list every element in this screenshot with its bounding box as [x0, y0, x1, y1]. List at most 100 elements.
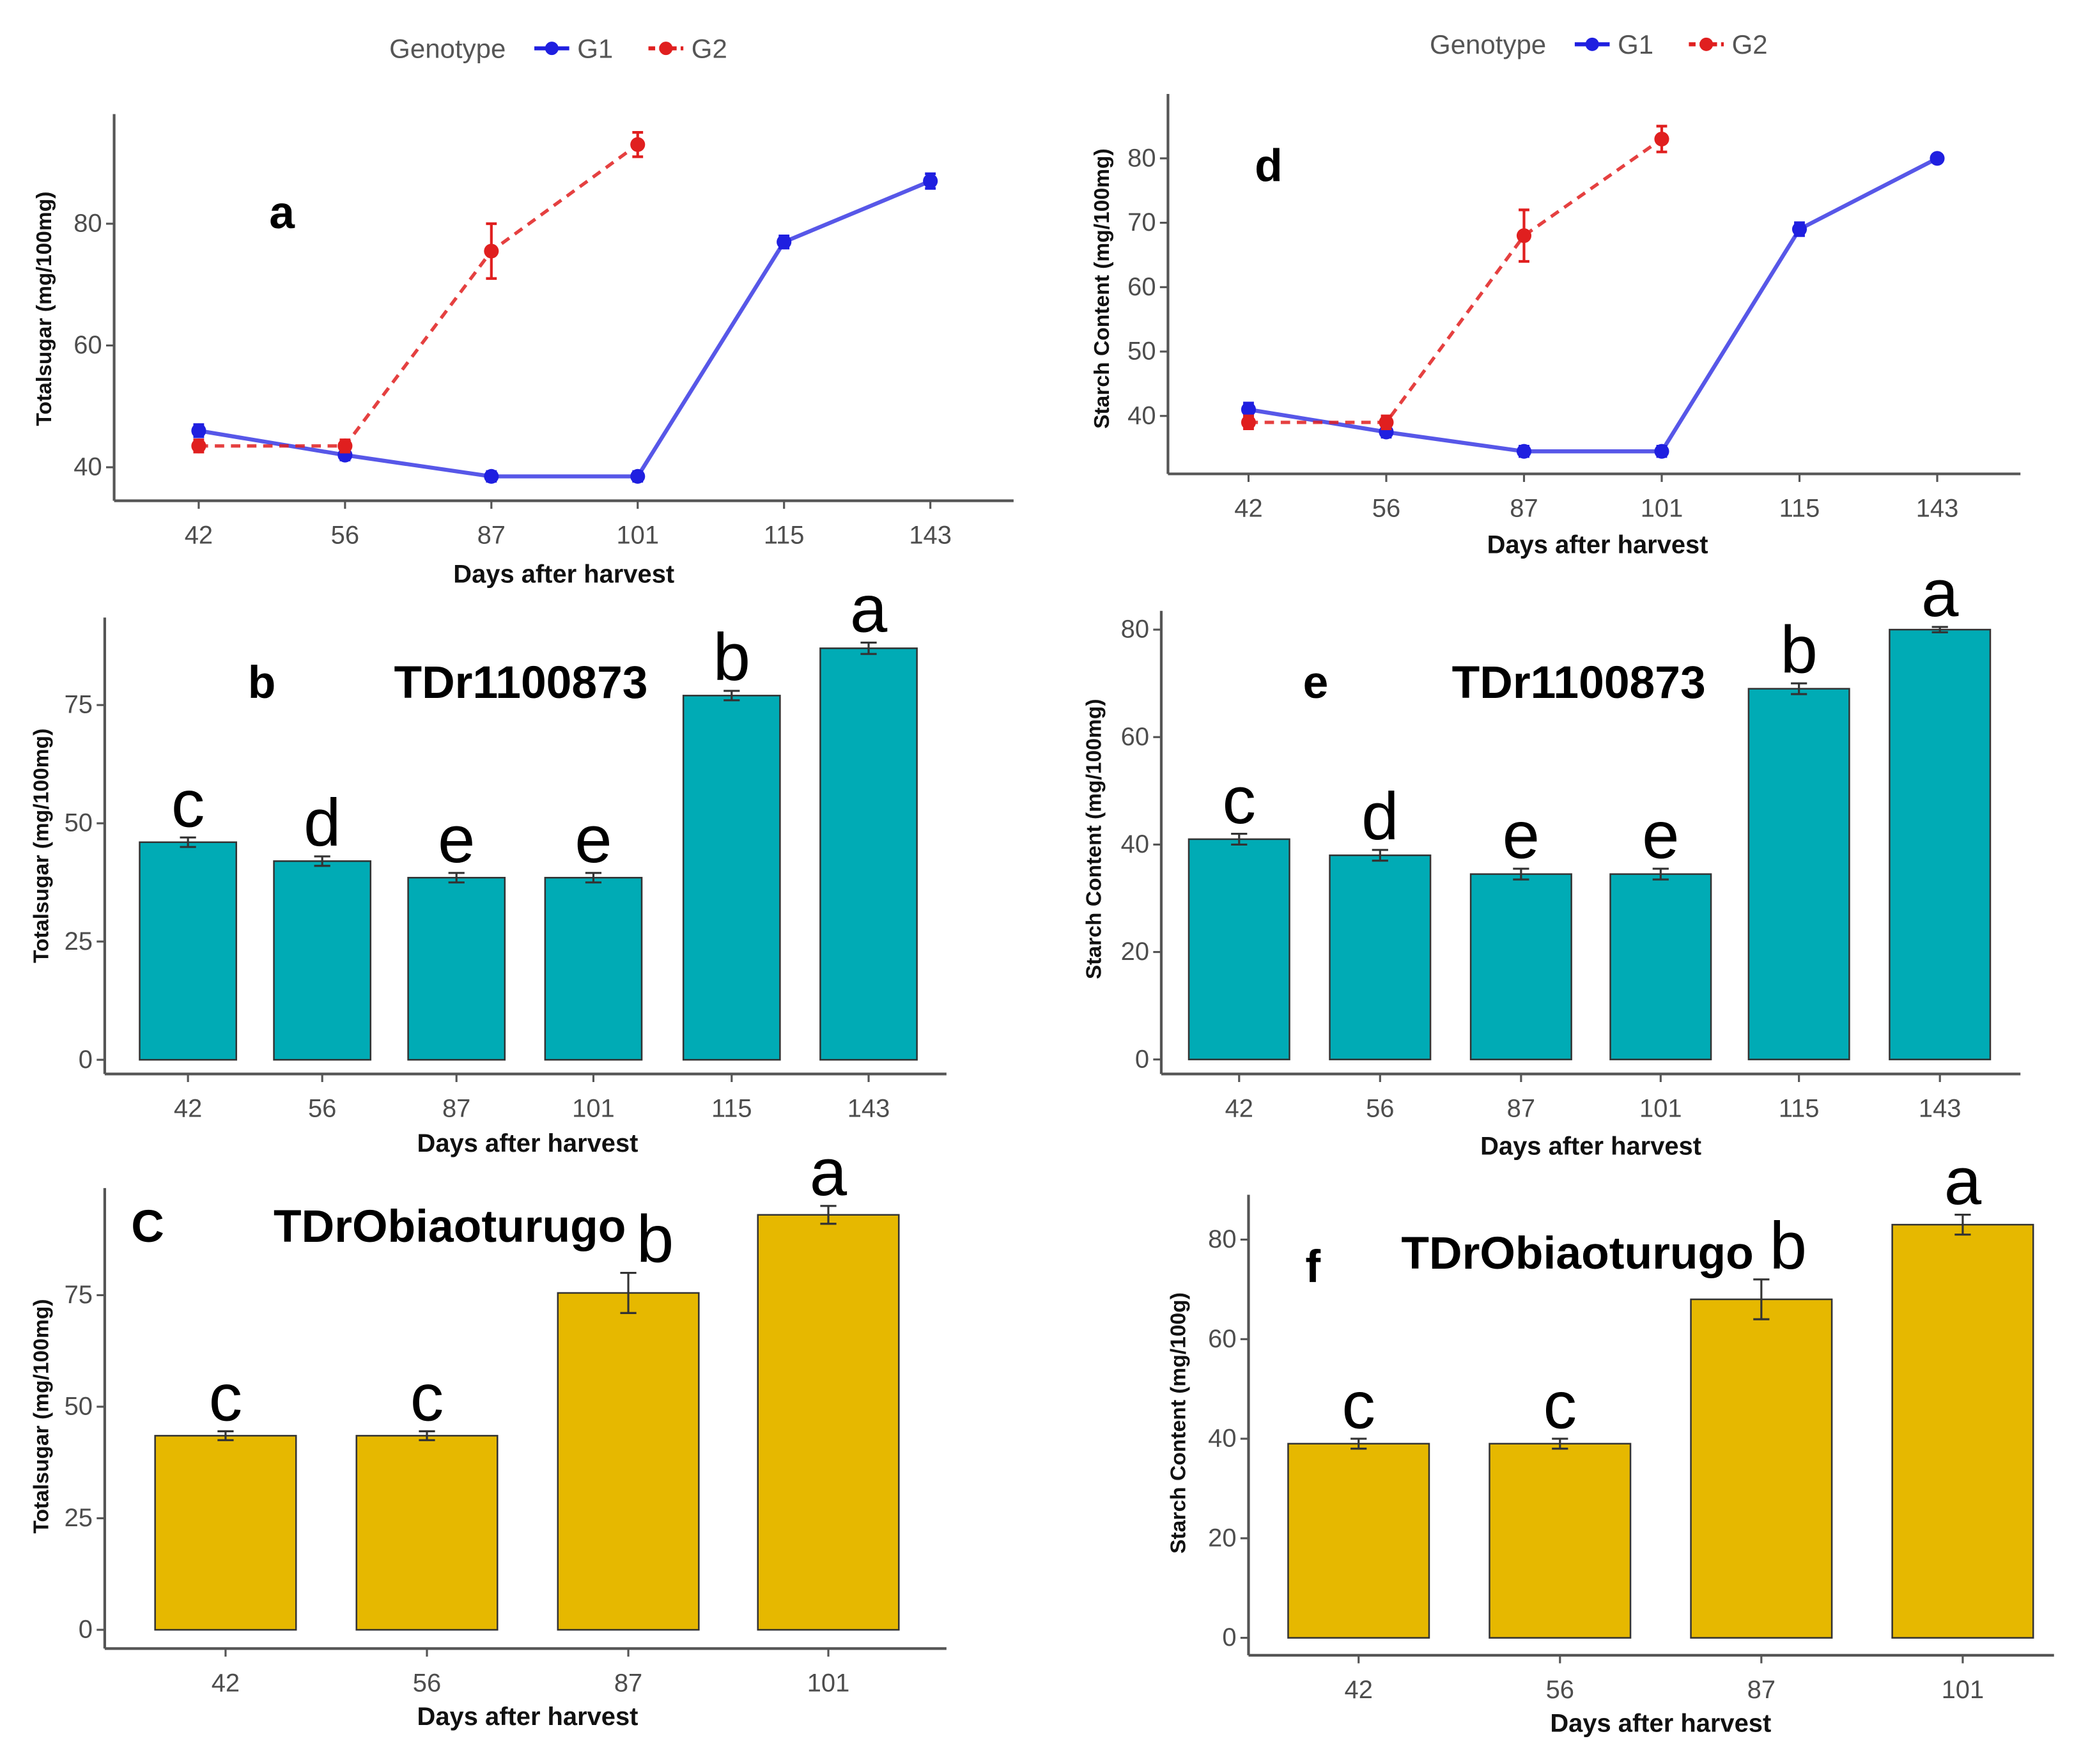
x-axis-title: Days after harvest	[417, 1703, 638, 1731]
panel-title: TDr1100873	[1452, 657, 1706, 708]
data-point-G2	[484, 244, 499, 259]
data-point-G2	[1516, 228, 1532, 244]
legend-label: G2	[1732, 29, 1768, 59]
x-tick-label: 101	[1942, 1676, 1985, 1704]
x-tick-label: 115	[1779, 495, 1820, 523]
panel-label: a	[269, 187, 295, 238]
bar	[1287, 1443, 1430, 1639]
y-tick-label: 0	[79, 1046, 93, 1074]
panel-title: TDrObiaoturugo	[1401, 1228, 1753, 1279]
significance-letter: e	[575, 802, 612, 877]
significance-letter: e	[1642, 798, 1679, 872]
y-tick-label: 75	[65, 691, 93, 719]
x-tick-label: 42	[1225, 1095, 1253, 1123]
y-tick-label: 60	[74, 331, 102, 359]
x-tick-label: 87	[477, 522, 506, 550]
data-point-G2	[337, 438, 353, 454]
x-tick-label: 42	[185, 522, 213, 550]
significance-letter: c	[1544, 1368, 1577, 1443]
y-tick-label: 25	[65, 927, 93, 956]
x-tick-label: 101	[1639, 1095, 1682, 1123]
y-tick-label: 60	[1208, 1325, 1236, 1353]
significance-letter: b	[1780, 612, 1817, 687]
x-tick-label: 101	[616, 522, 659, 550]
panel-title: TDrObiaoturugo	[274, 1201, 626, 1252]
panel-f: 0 20 40 60 80 42 56 87 101 Days after harvest Star…	[1167, 1144, 2054, 1738]
y-tick-label: 40	[1208, 1425, 1236, 1453]
x-tick-label: 56	[331, 522, 359, 550]
x-axis-title: Days after harvest	[453, 561, 674, 589]
y-tick-label: 0	[1135, 1045, 1149, 1073]
data-point-G1	[484, 468, 499, 484]
significance-letter: b	[713, 620, 750, 695]
x-tick-label: 115	[711, 1095, 752, 1123]
significance-letter: d	[1361, 779, 1398, 854]
legend-label: G1	[577, 33, 613, 63]
y-tick-label: 80	[74, 210, 102, 238]
y-tick-label: 60	[1121, 723, 1149, 751]
x-tick-label: 101	[807, 1669, 850, 1698]
x-tick-label: 42	[1234, 495, 1262, 523]
panel-label: f	[1305, 1241, 1320, 1292]
bar	[1329, 854, 1432, 1060]
bar	[154, 1435, 297, 1631]
y-tick-label: 40	[74, 453, 102, 481]
bar	[819, 647, 918, 1061]
legend-title: Genotype	[1430, 29, 1546, 59]
legend: Genotype G1 G2	[1430, 29, 1768, 59]
y-axis-title: Starch Content (mg/100mg)	[1090, 148, 1114, 429]
x-tick-label: 101	[1641, 495, 1683, 523]
x-tick-label: 143	[909, 522, 952, 550]
legend-title: Genotype	[389, 33, 506, 63]
x-tick-label: 56	[413, 1669, 441, 1698]
y-tick-label: 75	[65, 1281, 93, 1309]
y-tick-label: 0	[79, 1616, 93, 1644]
data-point-G1	[630, 468, 646, 484]
y-tick-label: 40	[1121, 830, 1149, 858]
panel-label: C	[131, 1201, 164, 1252]
significance-letter: b	[1770, 1209, 1807, 1283]
data-point-G1	[191, 423, 206, 438]
y-tick-label: 60	[1127, 273, 1156, 301]
x-tick-label: 87	[614, 1669, 642, 1698]
bar	[544, 876, 643, 1061]
x-axis-title: Days after harvest	[1480, 1132, 1701, 1160]
bar	[273, 860, 372, 1061]
panel-c: 0 25 50 75 42 56 87 101 Days after harvest Totals…	[30, 1135, 947, 1731]
x-tick-label: 87	[442, 1095, 470, 1123]
bar	[355, 1435, 499, 1631]
x-axis-title: Days after harvest	[1487, 530, 1708, 559]
y-tick-label: 50	[65, 809, 93, 837]
legend-label: G1	[1618, 29, 1653, 59]
x-tick-label: 42	[1345, 1676, 1373, 1704]
y-tick-label: 50	[65, 1393, 93, 1421]
legend-marker	[545, 42, 559, 56]
panel-b: 0 25 50 75 42 56 87 101 115 143 Days after harvest…	[30, 572, 947, 1157]
data-point-G1	[923, 173, 938, 189]
significance-letter: a	[810, 1135, 847, 1210]
x-tick-label: 87	[1510, 495, 1538, 523]
y-tick-label: 70	[1127, 208, 1156, 236]
panel-label: d	[1255, 141, 1283, 192]
data-point-G1	[1516, 444, 1532, 459]
significance-letter: d	[304, 785, 341, 860]
bar	[1469, 873, 1572, 1060]
x-tick-label: 115	[764, 522, 805, 550]
panel-title: TDr1100873	[394, 657, 648, 708]
panel-e: 0 20 40 60 80 42 56 87 101 115 143 Days after harve…	[1082, 556, 2021, 1160]
bar	[1891, 1223, 2034, 1639]
x-tick-label: 56	[1366, 1095, 1394, 1123]
data-point-G1	[1654, 444, 1669, 459]
bar	[757, 1214, 900, 1631]
x-tick-label: 87	[1507, 1095, 1535, 1123]
y-axis-title: Totalsugar (mg/100mg)	[30, 1299, 54, 1533]
significance-letter: c	[1223, 763, 1257, 838]
series-line-G1	[198, 179, 931, 479]
x-axis-title: Days after harvest	[417, 1129, 638, 1157]
significance-letter: a	[1921, 556, 1959, 631]
x-tick-label: 115	[1779, 1095, 1820, 1123]
x-tick-label: 56	[1546, 1676, 1574, 1704]
panel-a: 40 60 80 42 56 87 101 115 143 Days after harvest T…	[33, 33, 1014, 589]
data-point-G2	[191, 438, 206, 454]
